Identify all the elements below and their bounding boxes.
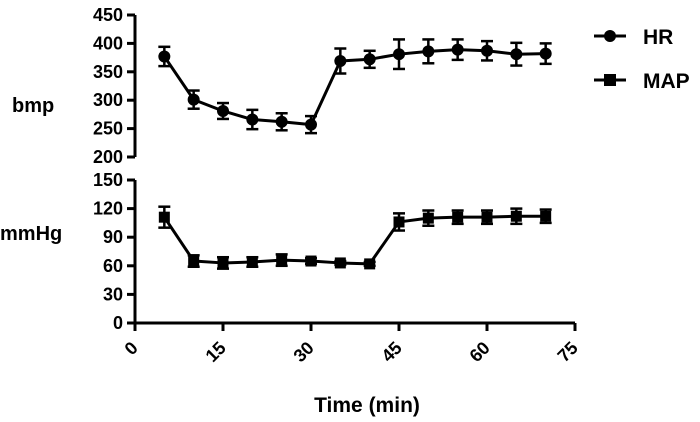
data-point-1-2 bbox=[217, 257, 229, 269]
data-point-1-11 bbox=[481, 211, 493, 223]
legend-marker-hr bbox=[604, 30, 616, 42]
data-point-0-2 bbox=[217, 104, 229, 117]
y-tick-label-1-5: 150 bbox=[93, 170, 123, 190]
y-tick-label-0-1: 250 bbox=[93, 119, 123, 139]
y-tick-label-0-2: 300 bbox=[93, 90, 123, 110]
x-tick-label-3: 45 bbox=[378, 338, 406, 366]
x-tick-label-1: 15 bbox=[202, 338, 230, 366]
legend-label-map: MAP bbox=[643, 70, 690, 93]
y-tick-label-1-3: 90 bbox=[103, 227, 123, 247]
legend-label-hr: HR bbox=[643, 26, 673, 49]
data-point-1-8 bbox=[393, 216, 405, 228]
legend-marker-map bbox=[604, 74, 616, 86]
x-tick-label-5: 75 bbox=[554, 338, 582, 366]
y-tick-label-1-2: 60 bbox=[103, 256, 123, 276]
data-point-0-9 bbox=[422, 45, 435, 58]
y-tick-label-0-4: 400 bbox=[93, 33, 123, 53]
data-point-0-6 bbox=[334, 55, 347, 68]
y-tick-label-0-5: 450 bbox=[93, 5, 123, 25]
y-tick-label-0-0: 200 bbox=[93, 147, 123, 167]
data-point-1-10 bbox=[452, 211, 464, 223]
axes: 200 250 300 350 400 450 bmp 0 30 60 90 120 150 mmHg 0 1… bbox=[0, 5, 582, 366]
data-point-0-13 bbox=[539, 47, 552, 60]
data-point-0-4 bbox=[275, 115, 288, 128]
data-point-0-11 bbox=[481, 44, 493, 57]
data-point-1-4 bbox=[276, 254, 288, 266]
y-axis-label-1: mmHg bbox=[0, 223, 62, 245]
data-point-1-12 bbox=[510, 210, 522, 222]
data-point-1-6 bbox=[334, 257, 346, 269]
data-point-0-8 bbox=[393, 48, 405, 61]
x-tick-label-0: 0 bbox=[121, 338, 142, 359]
data-point-0-5 bbox=[305, 118, 317, 131]
data-point-0-12 bbox=[510, 48, 523, 61]
y-tick-label-1-1: 30 bbox=[103, 284, 123, 304]
x-tick-label-4: 60 bbox=[466, 338, 494, 366]
series-layer bbox=[158, 38, 552, 270]
data-point-1-3 bbox=[246, 256, 258, 268]
legend: HR MAP bbox=[594, 26, 690, 93]
data-point-1-5 bbox=[305, 255, 317, 267]
data-point-1-9 bbox=[422, 212, 434, 224]
data-point-0-7 bbox=[363, 53, 376, 66]
x-axis-label: Time (min) bbox=[314, 394, 420, 417]
data-point-1-13 bbox=[540, 210, 552, 222]
data-point-1-1 bbox=[188, 255, 200, 267]
data-point-1-7 bbox=[364, 258, 376, 270]
data-point-0-3 bbox=[246, 113, 259, 126]
y-axis-label-0: bmp bbox=[12, 95, 54, 117]
x-tick-label-2: 30 bbox=[290, 338, 318, 366]
data-point-0-10 bbox=[451, 43, 464, 56]
data-point-1-0 bbox=[158, 211, 170, 223]
data-point-0-1 bbox=[187, 93, 200, 106]
y-tick-label-1-4: 120 bbox=[93, 199, 123, 219]
y-tick-label-1-0: 0 bbox=[113, 313, 123, 333]
y-tick-label-0-3: 350 bbox=[93, 62, 123, 82]
data-point-0-0 bbox=[158, 50, 171, 63]
